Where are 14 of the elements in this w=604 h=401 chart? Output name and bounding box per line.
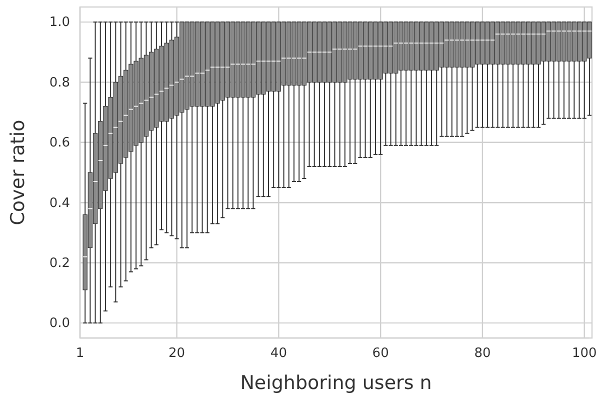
y-axis-title: Cover ratio (7, 120, 29, 226)
x-tick-label: 20 (168, 346, 186, 362)
y-tick-label: 0.8 (49, 75, 70, 90)
x-axis-title: Neighboring users n (240, 372, 432, 394)
y-tick-label: 1.0 (49, 15, 70, 30)
x-tick-label: 60 (372, 346, 389, 362)
y-tick-label: 0.0 (49, 316, 70, 332)
x-tick-label: 80 (474, 346, 491, 362)
x-tick-label: 40 (270, 346, 287, 362)
y-tick-label: 0.4 (49, 196, 70, 211)
x-tick-label: 100 (572, 346, 597, 362)
x-tick-label: 1 (76, 346, 84, 362)
y-tick-label: 0.6 (49, 136, 70, 151)
y-tick-label: 0.2 (49, 256, 70, 271)
